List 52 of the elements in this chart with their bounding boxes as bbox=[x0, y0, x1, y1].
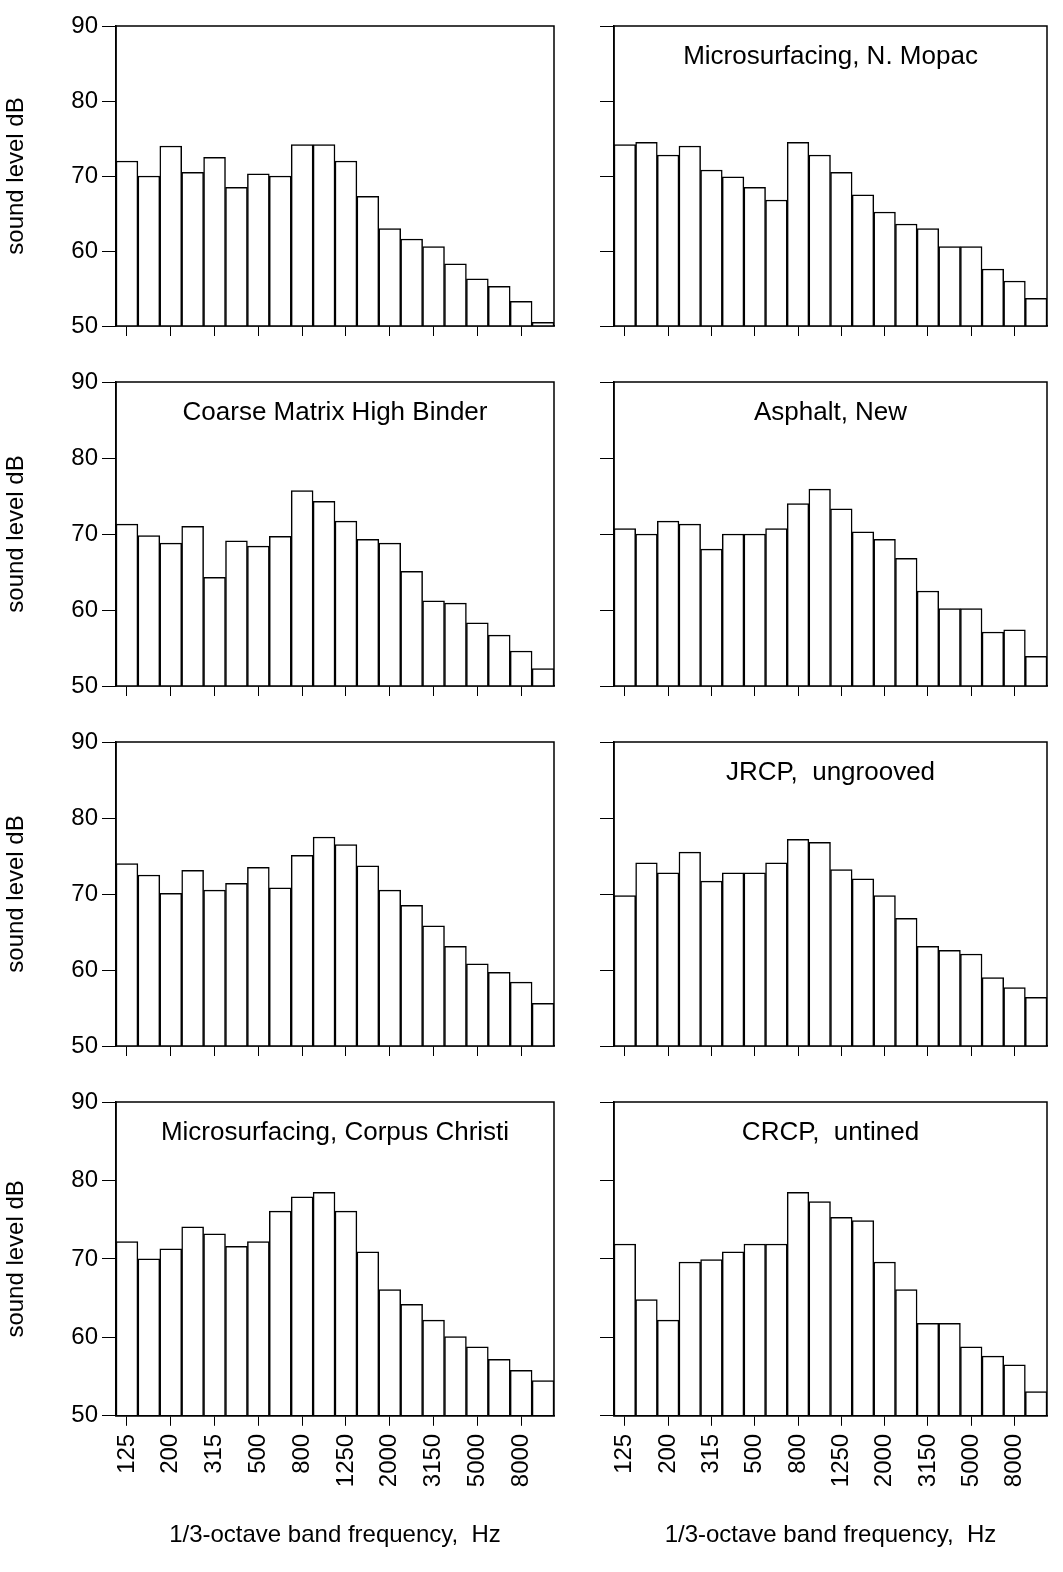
y-tick-label: 90 bbox=[71, 1086, 98, 1114]
y-tick-label: 90 bbox=[71, 726, 98, 754]
x-tick-label: 800 bbox=[782, 1433, 810, 1474]
x-tick-label: 200 bbox=[652, 1433, 680, 1474]
y-tick-label: 60 bbox=[71, 235, 98, 263]
x-tick-label: 2000 bbox=[374, 1433, 402, 1488]
text: CRCP, untined bbox=[741, 1116, 920, 1147]
x-tick-label: 5000 bbox=[461, 1433, 489, 1488]
y-tick-label: 60 bbox=[71, 954, 98, 982]
y-tick-label: 70 bbox=[71, 1243, 98, 1271]
y-tick-label: 50 bbox=[71, 1400, 98, 1428]
x-tick-label: 125 bbox=[609, 1433, 637, 1474]
text: Coarse Matrix High Binder bbox=[182, 396, 488, 427]
y-tick-label: 50 bbox=[71, 1030, 98, 1058]
x-tick-label: 8000 bbox=[999, 1433, 1027, 1488]
x-tick-label: 5000 bbox=[955, 1433, 983, 1488]
text: Asphalt, New bbox=[753, 396, 908, 427]
y-tick-label: 70 bbox=[71, 160, 98, 188]
x-tick-label: 315 bbox=[199, 1433, 227, 1474]
x-tick-label: 8000 bbox=[505, 1433, 533, 1488]
y-axis-title: sound level dB bbox=[1, 1180, 29, 1338]
y-tick-label: 90 bbox=[71, 366, 98, 394]
x-axis-title: 1/3-octave band frequency, Hz bbox=[169, 1520, 501, 1548]
y-axis-title: sound level dB bbox=[1, 455, 29, 613]
y-tick-label: 80 bbox=[71, 442, 98, 470]
x-tick-label: 800 bbox=[286, 1433, 314, 1474]
y-tick-label: 80 bbox=[71, 802, 98, 830]
x-axis-title: 1/3-octave band frequency, Hz bbox=[664, 1520, 997, 1548]
y-tick-label: 80 bbox=[71, 85, 98, 113]
text: JRCP, ungrooved bbox=[725, 756, 936, 787]
y-axis-title: sound level dB bbox=[1, 97, 29, 255]
x-tick-label: 315 bbox=[696, 1433, 724, 1474]
y-tick-label: 50 bbox=[71, 310, 98, 338]
x-tick-label: 500 bbox=[739, 1433, 767, 1474]
y-tick-label: 60 bbox=[71, 594, 98, 622]
y-tick-label: 80 bbox=[71, 1165, 98, 1193]
x-tick-label: 2000 bbox=[869, 1433, 897, 1488]
x-tick-label: 500 bbox=[242, 1433, 270, 1474]
text: Microsurfacing, N. Mopac bbox=[683, 40, 978, 71]
y-tick-label: 70 bbox=[71, 878, 98, 906]
y-tick-label: 60 bbox=[71, 1321, 98, 1349]
x-tick-label: 3150 bbox=[418, 1433, 446, 1488]
x-tick-label: 200 bbox=[155, 1433, 183, 1474]
x-tick-label: 1250 bbox=[330, 1433, 358, 1488]
y-tick-label: 50 bbox=[71, 670, 98, 698]
y-tick-label: 70 bbox=[71, 518, 98, 546]
y-axis-title: sound level dB bbox=[1, 815, 29, 973]
x-tick-label: 3150 bbox=[912, 1433, 940, 1488]
x-tick-label: 125 bbox=[111, 1433, 139, 1474]
x-tick-label: 1250 bbox=[825, 1433, 853, 1488]
y-tick-label: 90 bbox=[71, 10, 98, 38]
text: Microsurfacing, Corpus Christi bbox=[160, 1116, 510, 1147]
